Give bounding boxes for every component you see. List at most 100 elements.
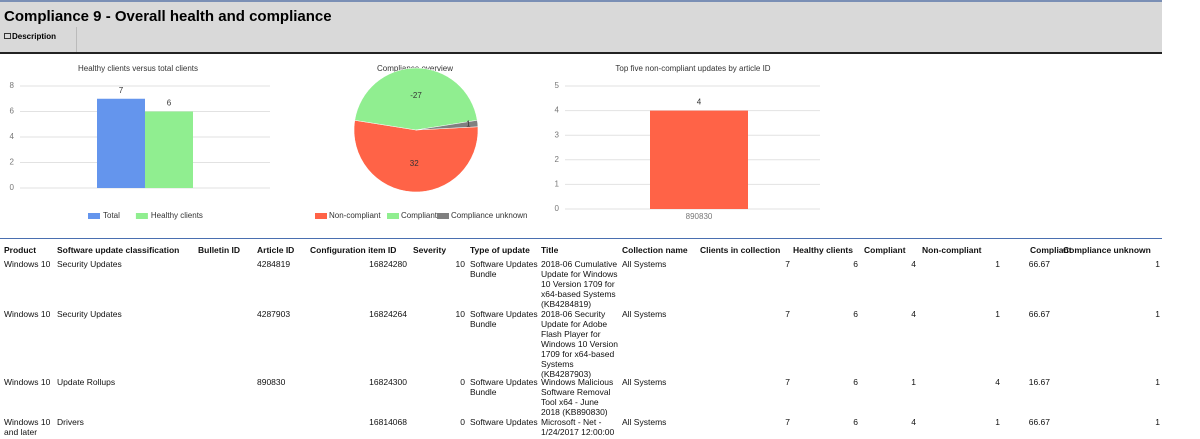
table-cell: 4 bbox=[911, 259, 916, 269]
legend-swatch bbox=[88, 213, 100, 219]
legend-label: Compliant bbox=[401, 211, 438, 220]
legend-swatch bbox=[437, 213, 449, 219]
column-header: Non-compliant bbox=[922, 245, 982, 255]
table-cell: 16824300 bbox=[369, 377, 407, 387]
column-header: Software update classification bbox=[57, 245, 180, 255]
table-cell: 4 bbox=[911, 417, 916, 427]
legend-swatch bbox=[387, 213, 399, 219]
column-header: Healthy clients bbox=[793, 245, 853, 255]
data-table: Product Software update classification Bul… bbox=[0, 238, 1162, 439]
table-cell: 1 bbox=[995, 309, 1000, 319]
legend-label: Compliance unknown bbox=[451, 211, 528, 220]
y-tick-label: 4 bbox=[555, 106, 560, 115]
table-cell: 6 bbox=[853, 309, 858, 319]
column-header: Product bbox=[4, 245, 37, 255]
legend-swatch bbox=[135, 213, 148, 219]
column-header: Title bbox=[541, 245, 559, 255]
data-label: 4 bbox=[697, 98, 702, 107]
table-cell: 6 bbox=[853, 417, 858, 427]
table-cell: 0 bbox=[460, 377, 465, 387]
y-tick-label: 0 bbox=[555, 204, 560, 213]
y-tick-label: 1 bbox=[555, 180, 560, 189]
table-cell: 1 bbox=[1155, 377, 1160, 387]
chart-title: Top five non-compliant updates by articl… bbox=[615, 64, 770, 73]
column-header: Article ID bbox=[257, 245, 295, 255]
table-cell: 4284819 bbox=[257, 259, 291, 269]
table-cell: 6 bbox=[853, 377, 858, 387]
data-label: -27 bbox=[410, 91, 422, 100]
table-cell: 66.67 bbox=[1028, 259, 1050, 269]
table-cell: 16824280 bbox=[369, 259, 407, 269]
table-cell: 10 bbox=[455, 309, 465, 319]
table-cell: 16.67 bbox=[1028, 377, 1050, 387]
report-title: Compliance 9 - Overall health and compli… bbox=[4, 8, 332, 25]
y-tick-label: 2 bbox=[10, 158, 15, 167]
y-tick-label: 4 bbox=[10, 132, 15, 141]
table-cell: 16824264 bbox=[369, 309, 407, 319]
table-cell: Software Updates Bundle bbox=[470, 309, 538, 329]
table-cell: 16814068 bbox=[369, 417, 407, 427]
column-header: Bulletin ID bbox=[198, 245, 241, 255]
table-cell: Windows 10 bbox=[4, 309, 51, 319]
table-cell: 1 bbox=[995, 417, 1000, 427]
bar bbox=[650, 110, 748, 209]
description-label[interactable]: Description bbox=[4, 32, 56, 41]
charts: Healthy clients versus total clients 0 2 4 6… bbox=[10, 64, 820, 221]
table-cell: Update Rollups bbox=[57, 377, 116, 387]
table-cell: 7 bbox=[785, 259, 790, 269]
y-tick-label: 3 bbox=[555, 130, 560, 139]
y-tick-label: 6 bbox=[10, 107, 15, 116]
table-cell: Windows Malicious Software Removal Tool … bbox=[541, 377, 614, 417]
legend-label: Non-compliant bbox=[329, 211, 381, 220]
column-header: Collection name bbox=[622, 245, 688, 255]
table-cell: 10 bbox=[455, 259, 465, 269]
y-tick-label: 8 bbox=[10, 81, 15, 90]
pie-slice bbox=[415, 120, 479, 131]
bar bbox=[97, 98, 145, 188]
table-cell: Software Updates bbox=[470, 417, 538, 427]
column-header: Clients in collection bbox=[700, 245, 781, 255]
legend-label: Total bbox=[103, 211, 120, 220]
table-cell: All Systems bbox=[622, 417, 667, 427]
table-cell: Drivers bbox=[57, 417, 84, 427]
table-cell: 4 bbox=[911, 309, 916, 319]
column-header: Type of update bbox=[470, 245, 530, 255]
y-tick-label: 5 bbox=[555, 81, 560, 90]
table-cell: Microsoft - Net - 1/24/2017 12:00:00 bbox=[541, 417, 615, 437]
table-cell: Security Updates bbox=[57, 259, 122, 269]
data-label: 1 bbox=[466, 120, 471, 129]
pie-slice bbox=[353, 120, 479, 193]
table-cell: 7 bbox=[785, 417, 790, 427]
column-header: Compliant bbox=[864, 245, 906, 255]
table-cell: 890830 bbox=[257, 377, 286, 387]
table-cell: 1 bbox=[995, 259, 1000, 269]
table-cell: 2018-06 Security Update for Adobe Flash … bbox=[541, 309, 619, 379]
table-cell: 1 bbox=[1155, 259, 1160, 269]
bar bbox=[145, 111, 193, 188]
table-cell: 4287903 bbox=[257, 309, 291, 319]
report-header: Compliance 9 - Overall health and compli… bbox=[0, 0, 1162, 54]
table-cell: 66.67 bbox=[1028, 309, 1050, 319]
table-cell: Windows 10 and later bbox=[4, 417, 51, 437]
description-text: Description bbox=[12, 32, 57, 41]
legend-label: Healthy clients bbox=[151, 211, 203, 220]
table-cell: 7 bbox=[785, 309, 790, 319]
table-cell: Software Updates Bundle bbox=[470, 259, 538, 279]
data-label: 32 bbox=[410, 159, 419, 168]
table-cell: 7 bbox=[785, 377, 790, 387]
table-cell: 4 bbox=[995, 377, 1000, 387]
y-tick-label: 2 bbox=[555, 155, 560, 164]
column-header: Severity bbox=[413, 245, 447, 255]
table-cell: All Systems bbox=[622, 259, 667, 269]
x-tick-label: 890830 bbox=[686, 212, 713, 221]
table-cell: Security Updates bbox=[57, 309, 122, 319]
data-label: 7 bbox=[119, 86, 124, 95]
table-cell: Windows 10 bbox=[4, 259, 51, 269]
table-cell: 1 bbox=[1155, 417, 1160, 427]
table-cell: 2018-06 Cumulative Update for Windows 10… bbox=[541, 259, 618, 309]
description-toggle[interactable] bbox=[0, 27, 77, 52]
legend-swatch bbox=[315, 213, 327, 219]
data-label: 6 bbox=[167, 99, 172, 108]
chart-title: Healthy clients versus total clients bbox=[78, 64, 198, 73]
